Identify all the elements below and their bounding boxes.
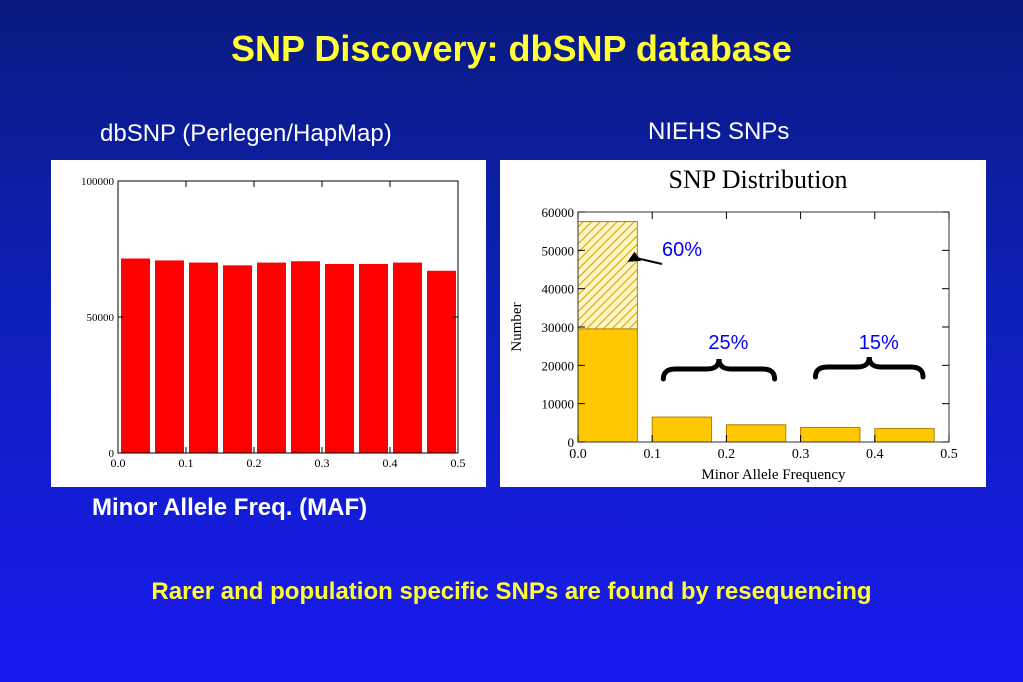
y-tick-label: 100000 [81, 176, 115, 188]
bar-4 [257, 262, 286, 453]
niehs-chart-panel: SNP Distribution Minor Allele Frequency Nu… [500, 160, 986, 487]
bar-2 [189, 262, 218, 453]
bar-3 [223, 265, 252, 453]
x-tick-label: 0.4 [866, 447, 884, 462]
y-tick-label: 50000 [542, 243, 575, 258]
y-tick-label: 40000 [542, 282, 575, 297]
x-tick-label: 0.3 [792, 447, 810, 462]
dbsnp-histogram: 0.0 0.1 0.2 0.3 0.4 0.5 0 50000 100000 [81, 176, 466, 470]
y-axis-label: Number [509, 302, 525, 351]
annotation-15-percent: 15% [859, 332, 899, 354]
bar-6 [325, 263, 354, 453]
bar-1 [155, 260, 184, 453]
maf-label: Minor Allele Freq. (MAF) [92, 494, 368, 521]
chart-title: SNP Distribution [669, 165, 848, 194]
left-chart-subtitle: dbSNP (Perlegen/HapMap) [100, 120, 392, 147]
x-tick-label: 0.4 [383, 456, 398, 470]
x-tick-label: 0.1 [179, 456, 194, 470]
annotation-25-percent: 25% [708, 332, 748, 354]
bar-9 [427, 270, 456, 453]
bar-0 [577, 328, 638, 443]
x-tick-label: 0.0 [111, 456, 126, 470]
x-tick-label: 0.3 [315, 456, 330, 470]
bar-5 [291, 261, 320, 453]
y-tick-label: 20000 [542, 358, 575, 373]
y-tick-label: 0 [109, 448, 115, 460]
x-tick-label: 0.5 [451, 456, 466, 470]
x-tick-label: 0.0 [569, 447, 587, 462]
y-tick-label: 10000 [542, 397, 575, 412]
y-tick-label: 60000 [542, 205, 575, 220]
dbsnp-chart-panel: 0.0 0.1 0.2 0.3 0.4 0.5 0 50000 100000 [51, 160, 486, 487]
bar-3 [800, 426, 861, 443]
bar-1 [651, 416, 713, 443]
x-tick-label: 0.5 [940, 447, 958, 462]
x-tick-label: 0.2 [247, 456, 262, 470]
slide-title: SNP Discovery: dbSNP database [231, 28, 792, 69]
x-axis-label: Minor Allele Frequency [701, 467, 846, 483]
bar-8 [393, 262, 422, 453]
brace-15-percent [812, 356, 926, 380]
x-tick-label: 0.1 [643, 447, 661, 462]
y-tick-label: 50000 [87, 312, 115, 324]
bar-2 [725, 424, 787, 443]
brace-25-percent [660, 358, 778, 382]
hatched-bar-0 [577, 221, 638, 330]
y-tick-label: 0 [568, 435, 575, 450]
annotation-60-percent: 60% [662, 239, 702, 261]
bar-7 [359, 263, 388, 453]
annotation-arrow-head [627, 251, 642, 262]
bar-4 [874, 428, 935, 443]
right-chart-subtitle: NIEHS SNPs [648, 118, 790, 145]
bar-0 [121, 258, 150, 453]
niehs-histogram: SNP Distribution Minor Allele Frequency Nu… [509, 165, 958, 483]
footer-text: Rarer and population specific SNPs are f… [151, 578, 872, 605]
x-tick-label: 0.2 [718, 447, 736, 462]
y-tick-label: 30000 [542, 320, 575, 335]
